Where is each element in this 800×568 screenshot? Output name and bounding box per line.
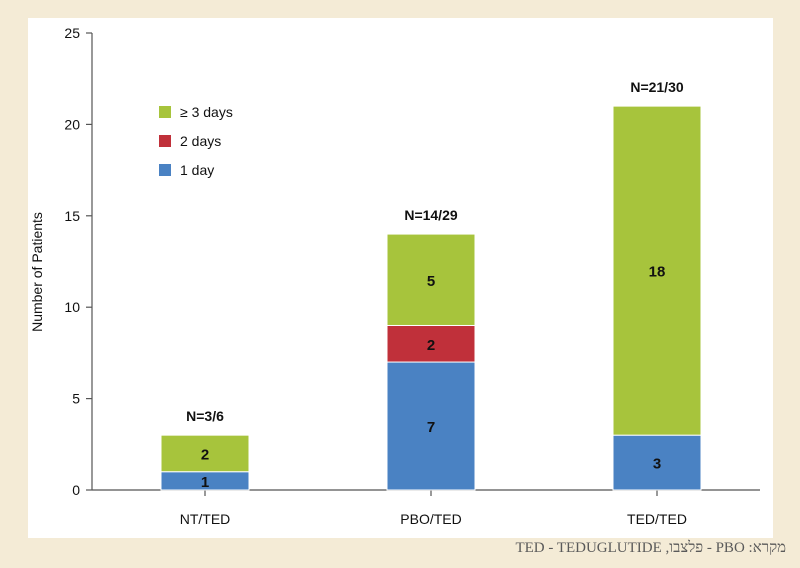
legend-label: 1 day xyxy=(180,162,214,178)
bar-total-label: N=3/6 xyxy=(186,408,224,424)
data-label: 7 xyxy=(427,419,435,436)
x-tick-label: TED/TED xyxy=(627,511,687,527)
bar-segment-3-days xyxy=(612,105,702,436)
y-tick-label: 20 xyxy=(64,116,80,132)
bar-segment-3-days xyxy=(386,233,476,326)
legend-swatch xyxy=(159,106,171,118)
y-axis-title: Number of Patients xyxy=(29,212,45,332)
y-tick-label: 10 xyxy=(64,299,80,315)
bar-total-label: N=21/30 xyxy=(630,79,684,95)
data-label: 2 xyxy=(427,337,435,354)
x-tick-label: NT/TED xyxy=(180,511,231,527)
legend-label: ≥ 3 days xyxy=(180,104,233,120)
x-tick-label: PBO/TED xyxy=(400,511,461,527)
bars xyxy=(160,105,702,491)
bar-segment-3-days xyxy=(160,434,250,473)
data-label: 5 xyxy=(427,273,435,290)
data-label: 3 xyxy=(653,456,661,473)
y-tick-label: 15 xyxy=(64,208,80,224)
source-caption: מקרא: PBO - פלצבו, TED - TEDUGLUTIDE xyxy=(515,540,786,556)
labels: 1 2 N=3/6 7 2 5 N=14/29 3 18 N=21/30 xyxy=(186,79,684,491)
data-label: 1 xyxy=(201,474,209,491)
y-tick-label: 5 xyxy=(72,391,80,407)
bar-segment-1-day xyxy=(386,361,476,491)
bar-total-label: N=14/29 xyxy=(404,207,458,223)
data-label: 2 xyxy=(201,446,209,463)
bar-segment-1-day xyxy=(612,434,702,491)
y-tick-label: 0 xyxy=(72,482,80,498)
legend-swatch xyxy=(159,164,171,176)
legend-swatch xyxy=(159,135,171,147)
data-label: 18 xyxy=(649,264,666,281)
legend-label: 2 days xyxy=(180,133,221,149)
y-tick-label: 25 xyxy=(64,25,80,41)
legend: ≥ 3 days 2 days 1 day xyxy=(159,104,233,178)
